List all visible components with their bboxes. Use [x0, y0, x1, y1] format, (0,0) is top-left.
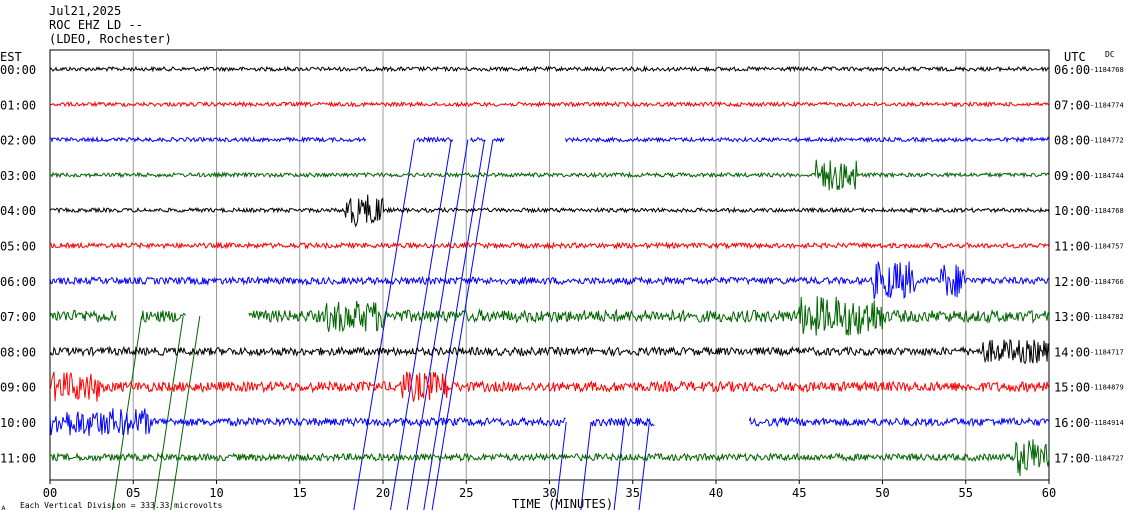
trace-row-10 [49, 408, 1050, 436]
utc-label-9: 15:00 [1054, 381, 1090, 395]
trace-row-3 [49, 159, 1050, 191]
station-code: ROC EHZ LD -- [49, 18, 143, 32]
est-label-1: 01:00 [0, 98, 36, 112]
dc-offset-2: -1184772 [1090, 137, 1124, 145]
est-label-4: 04:00 [0, 204, 36, 218]
est-label-5: 05:00 [0, 240, 36, 254]
network-name: (LDEO, Rochester) [49, 32, 172, 46]
slant-trace-9 [580, 421, 592, 511]
x-tick-40: 40 [709, 486, 723, 500]
est-label-7: 07:00 [0, 310, 36, 324]
dc-offset-3: -1184744 [1090, 172, 1124, 180]
slant-trace-3 [423, 139, 486, 511]
est-label-8: 08:00 [0, 345, 36, 359]
dc-offset-9: -1184879 [1090, 384, 1124, 392]
trace-row-8 [49, 338, 1050, 365]
x-tick-60: 60 [1042, 486, 1056, 500]
dc-offset-10: -1184914 [1090, 419, 1124, 427]
x-tick-20: 20 [376, 486, 390, 500]
utc-label-3: 09:00 [1054, 169, 1090, 183]
slant-trace-6 [153, 316, 184, 511]
trace-row-6 [49, 261, 1050, 300]
trace-row-1 [49, 100, 1050, 108]
utc-label-8: 14:00 [1054, 345, 1090, 359]
slant-trace-10 [613, 421, 625, 511]
est-label-2: 02:00 [0, 134, 36, 148]
trace-9 [49, 371, 1050, 402]
slant-trace-1 [390, 139, 452, 511]
x-tick-00: 00 [43, 486, 57, 500]
trace-2 [49, 135, 1050, 144]
trace-row-9 [49, 371, 1050, 402]
trace-row-0 [49, 65, 1050, 73]
trace-row-7 [49, 296, 1050, 336]
slant-trace-7 [170, 316, 201, 511]
trace-4 [49, 194, 1050, 228]
x-tick-05: 05 [126, 486, 140, 500]
dc-offset-7: -1184782 [1090, 313, 1124, 321]
slant-trace-11 [638, 421, 650, 511]
utc-label-2: 08:00 [1054, 134, 1090, 148]
trace-row-5 [49, 241, 1050, 250]
trace-row-11 [49, 439, 1050, 477]
x-tick-15: 15 [293, 486, 307, 500]
slant-traces [111, 139, 650, 511]
trace-0 [49, 65, 1050, 73]
dc-offset-0: -1184768 [1090, 66, 1124, 74]
x-tick-35: 35 [626, 486, 640, 500]
est-axis-label: EST [0, 50, 22, 64]
dc-offset-6: -1184766 [1090, 278, 1124, 286]
axis-labels: EST UTC DC TIME (MINUTES) Each Vertical … [0, 50, 1124, 512]
x-tick-25: 25 [459, 486, 473, 500]
corner-mark: ᴀ [1, 503, 6, 512]
est-label-10: 10:00 [0, 416, 36, 430]
x-tick-30: 30 [542, 486, 556, 500]
utc-label-0: 06:00 [1054, 63, 1090, 77]
dc-offset-4: -1184768 [1090, 207, 1124, 215]
x-tick-10: 10 [209, 486, 223, 500]
utc-axis-label: UTC [1064, 50, 1086, 64]
trace-1 [49, 100, 1050, 108]
trace-row-2 [49, 135, 1050, 144]
x-tick-45: 45 [792, 486, 806, 500]
x-tick-50: 50 [875, 486, 889, 500]
record-date: Jul21,2025 [49, 4, 122, 18]
est-label-11: 11:00 [0, 451, 36, 465]
utc-label-7: 13:00 [1054, 310, 1090, 324]
slant-trace-0 [353, 139, 416, 511]
dc-label: DC [1105, 50, 1115, 59]
est-label-0: 00:00 [0, 63, 36, 77]
trace-10 [49, 408, 1050, 436]
trace-rows [49, 65, 1050, 477]
est-label-6: 06:00 [0, 275, 36, 289]
est-label-9: 09:00 [0, 381, 36, 395]
dc-offset-5: -1184757 [1090, 243, 1124, 251]
utc-label-5: 11:00 [1054, 240, 1090, 254]
trace-7 [49, 296, 1050, 336]
est-label-3: 03:00 [0, 169, 36, 183]
trace-8 [49, 338, 1050, 365]
utc-label-11: 17:00 [1054, 451, 1090, 465]
grid: 00 05 10 15 20 25 30 35 40 45 50 55 60 [43, 49, 1056, 500]
utc-label-1: 07:00 [1054, 98, 1090, 112]
scale-note: Each Vertical Division = 333.33 microvol… [20, 501, 222, 510]
x-tick-55: 55 [959, 486, 973, 500]
dc-offset-1: -1184774 [1090, 101, 1124, 109]
trace-11 [49, 439, 1050, 477]
dc-offset-11: -1184727 [1090, 454, 1124, 462]
slant-trace-4 [431, 139, 494, 511]
slant-trace-8 [555, 421, 567, 511]
utc-label-6: 12:00 [1054, 275, 1090, 289]
trace-6 [49, 261, 1050, 300]
trace-row-4 [49, 194, 1050, 228]
dc-offset-8: -1184717 [1090, 348, 1124, 356]
slant-trace-2 [406, 139, 469, 511]
trace-5 [49, 241, 1050, 250]
utc-label-4: 10:00 [1054, 204, 1090, 218]
utc-label-10: 16:00 [1054, 416, 1090, 430]
x-axis-label: TIME (MINUTES) [512, 497, 613, 511]
trace-3 [49, 159, 1050, 191]
